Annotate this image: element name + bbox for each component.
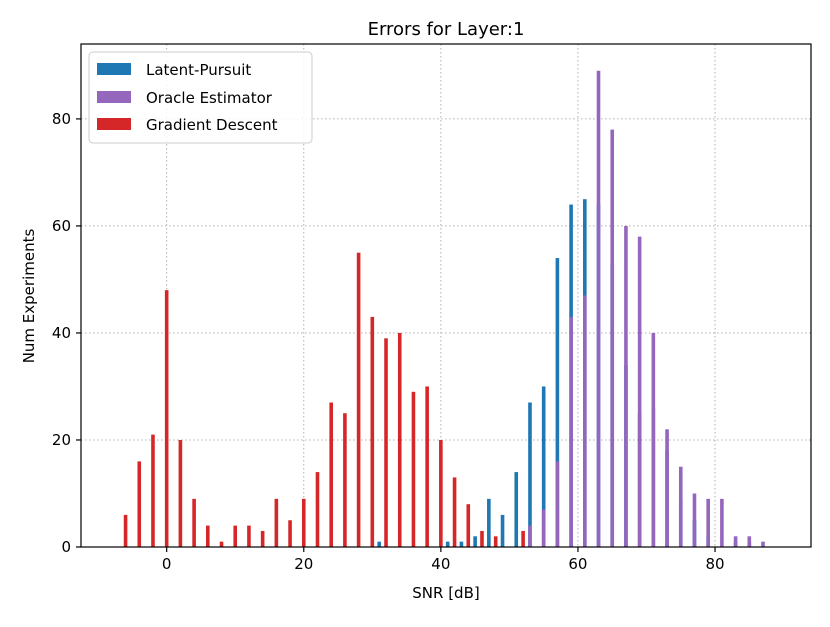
bar-oracle-estimator [596,70,601,548]
axis-ticks: 0 20 40 60 80 0 20 40 60 80 [52,110,725,573]
bar-oracle-estimator [528,525,532,547]
bar-gradient-descent [329,402,333,547]
bar-latent-pursuit [487,498,491,547]
x-axis-label: SNR [dB] [412,584,479,602]
bar-gradient-descent [439,439,443,547]
bar-gradient-descent [247,525,251,547]
legend-swatch-latent-pursuit [97,63,131,75]
bar-oracle-estimator [541,509,546,547]
bar-gradient-descent [315,472,320,547]
bar-gradient-descent [452,477,457,547]
bar-gradient-descent [274,498,279,547]
bar-gradient-descent [356,252,361,548]
bar-oracle-estimator [651,332,656,547]
bar-gradient-descent [301,498,306,547]
bar-gradient-descent [151,434,155,547]
bar-latent-pursuit [555,258,560,547]
bar-gradient-descent [123,514,128,547]
bar-gradient-descent [137,461,142,547]
bar-gradient-descent [192,498,196,547]
bar-oracle-estimator [624,225,628,548]
bar-gradient-descent [233,525,238,547]
bar-oracle-estimator [678,466,683,547]
bar-gradient-descent [288,520,292,547]
y-tick-label: 40 [52,324,71,342]
x-tick-label: 60 [568,555,587,573]
chart-title: Errors for Layer:1 [368,19,525,40]
y-tick-label: 60 [52,217,71,235]
bars-group [123,70,765,548]
bar-latent-pursuit [500,514,505,547]
bar-oracle-estimator [583,295,587,547]
y-tick-label: 0 [61,538,71,556]
legend-swatch-oracle-estimator [97,91,131,103]
bar-oracle-estimator [706,498,710,547]
bar-oracle-estimator [555,461,560,547]
bar-gradient-descent [521,530,525,547]
legend-box [88,51,313,144]
bar-gradient-descent [411,391,416,547]
bar-gradient-descent [206,525,210,547]
bar-gradient-descent [384,338,388,547]
bar-gradient-descent [480,530,484,547]
bar-gradient-descent [260,530,265,547]
bar-oracle-estimator [637,236,642,547]
bar-latent-pursuit [541,386,546,547]
y-tick-label: 80 [52,110,71,128]
x-tick-label: 40 [431,555,450,573]
bar-gradient-descent [343,413,347,547]
bar-gradient-descent [493,536,498,547]
bar-latent-pursuit [445,541,450,547]
bar-oracle-estimator [733,536,738,547]
bar-oracle-estimator [747,536,752,547]
x-tick-label: 20 [294,555,313,573]
bar-latent-pursuit [528,402,532,547]
bar-oracle-estimator [720,498,724,547]
bar-latent-pursuit [459,541,464,547]
legend: Latent-Pursuit Oracle Estimator Gradient… [88,51,313,144]
bar-latent-pursuit [473,536,477,547]
x-tick-label: 80 [705,555,724,573]
plot-area-frame [80,43,812,548]
legend-label-latent-pursuit: Latent-Pursuit [146,61,251,79]
bar-latent-pursuit [377,541,381,547]
y-tick-label: 20 [52,431,71,449]
bar-latent-pursuit [514,472,519,547]
bar-gradient-descent [219,541,224,547]
bar-gradient-descent [370,316,375,547]
bar-gradient-descent [164,290,169,547]
bar-gradient-descent [397,332,402,547]
y-axis-label: Num Experiments [20,229,38,364]
bar-gradient-descent [425,386,429,547]
bar-oracle-estimator [692,493,697,547]
bar-oracle-estimator [569,316,573,547]
bar-oracle-estimator [610,129,615,548]
legend-label-oracle-estimator: Oracle Estimator [146,89,273,107]
bar-gradient-descent [466,504,471,547]
bar-gradient-descent [178,439,183,547]
bar-oracle-estimator [761,541,765,547]
x-tick-label: 0 [162,555,172,573]
legend-label-gradient-descent: Gradient Descent [146,116,278,134]
bar-oracle-estimator [665,429,669,547]
legend-swatch-gradient-descent [97,118,131,130]
